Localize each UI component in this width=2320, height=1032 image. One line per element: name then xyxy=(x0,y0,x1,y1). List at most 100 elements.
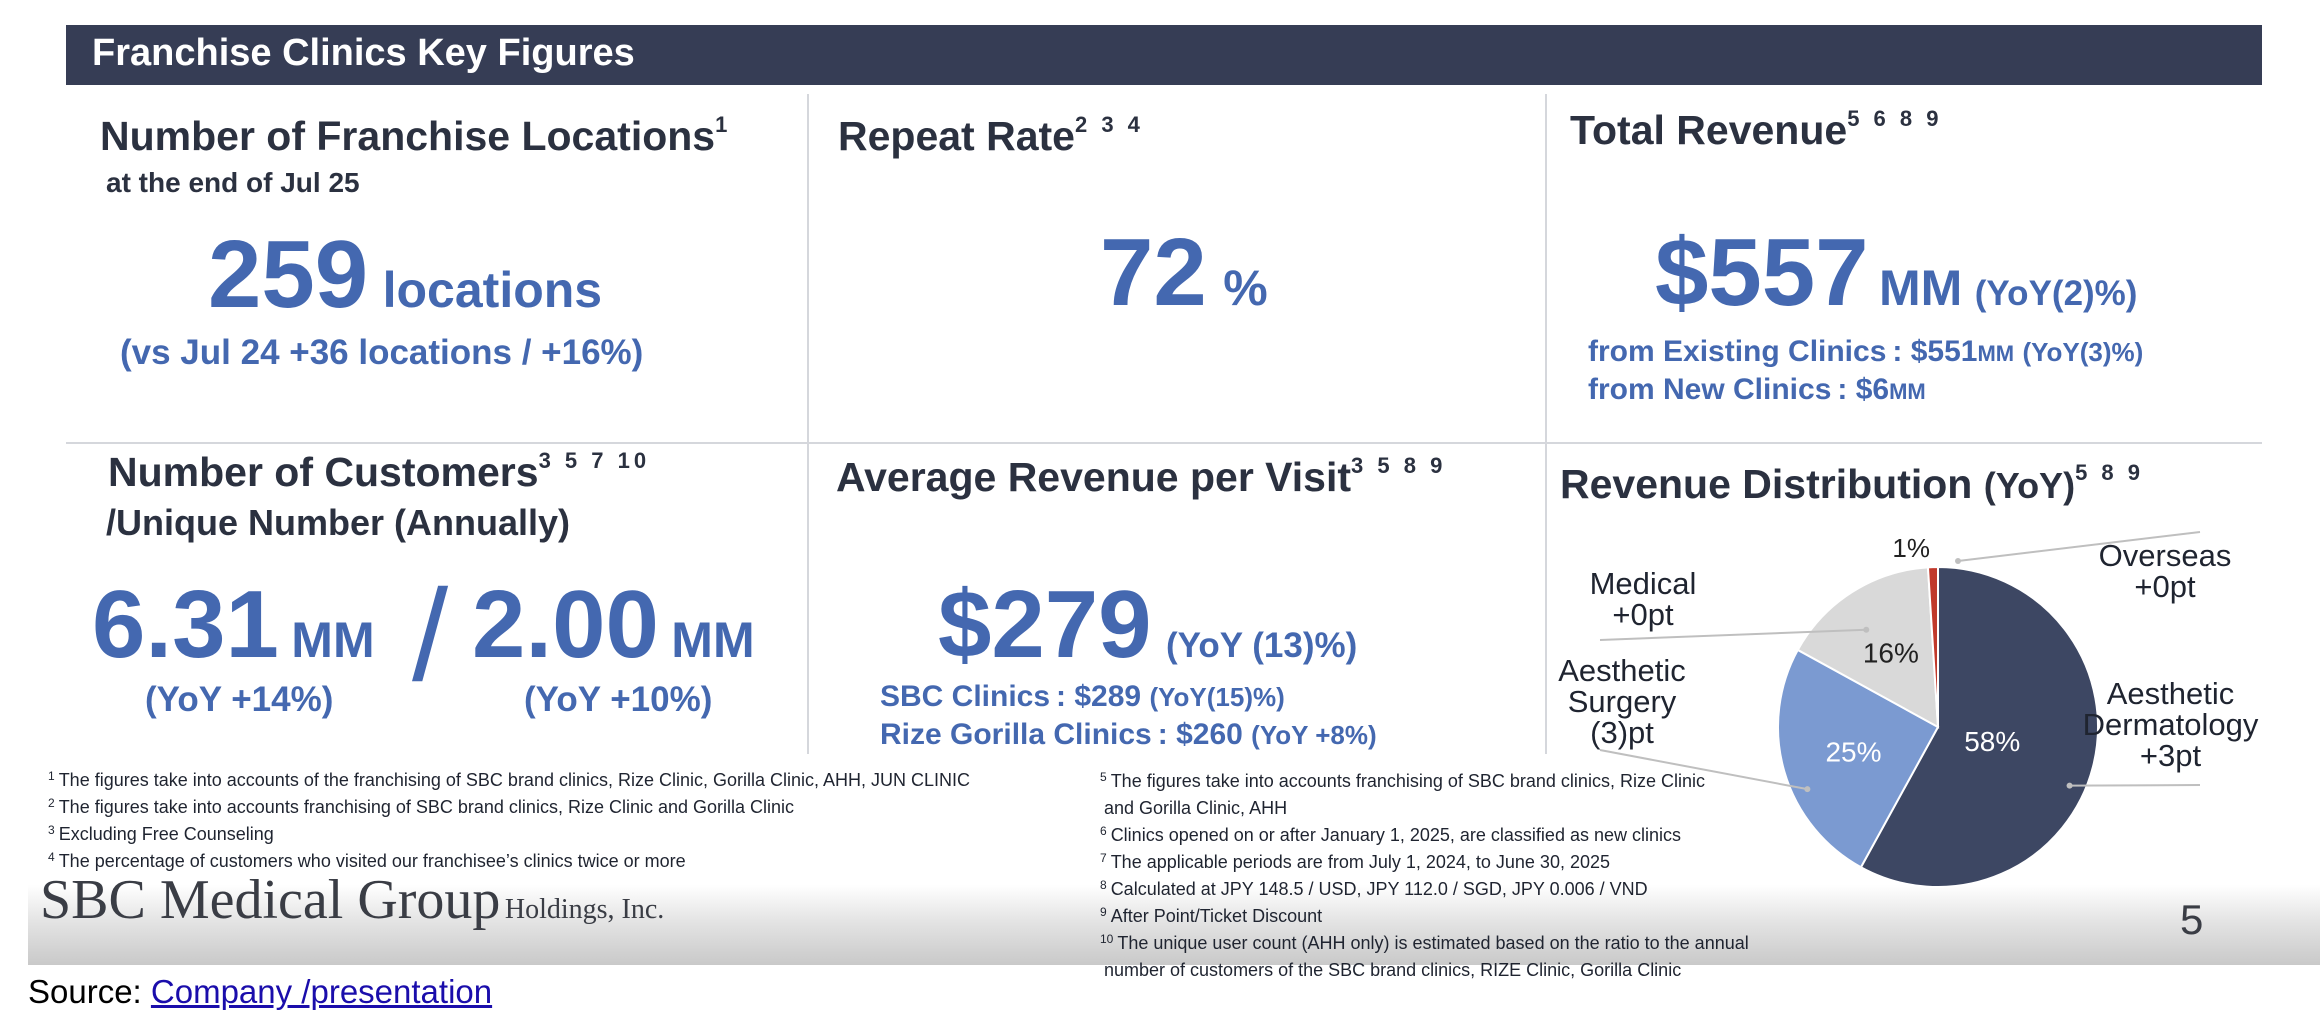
footnote-item: 3 Excluding Free Counseling xyxy=(48,819,970,846)
divider-horizontal xyxy=(66,442,2262,444)
footnote-number: 2 xyxy=(48,796,55,810)
total-revenue-unit: MM xyxy=(1879,260,1963,316)
revenue-distribution-title: Revenue Distribution (YoY)5 8 9 xyxy=(1560,460,2144,508)
footer-band xyxy=(28,885,2320,965)
avg-revenue-value: $279 xyxy=(938,571,1152,678)
page-number: 5 xyxy=(2180,896,2204,943)
locations-subtitle: at the end of Jul 25 xyxy=(106,167,360,198)
existing-clinics-unit: MM xyxy=(1977,341,2015,366)
divider-vertical-1 xyxy=(807,94,809,754)
footnote-number: 1 xyxy=(48,769,55,783)
footnote-number: 4 xyxy=(48,850,55,864)
leader-surgery-dot xyxy=(1804,786,1811,793)
pie-label-medical-name: Medical xyxy=(1589,566,1697,601)
pie-slice-medical xyxy=(1796,566,1940,729)
locations-title-text: Number of Franchise Locations xyxy=(100,113,716,159)
pie-slice-aesthetic-surgery xyxy=(1777,648,1940,869)
avg-revenue-title: Average Revenue per Visit3 5 8 9 xyxy=(836,453,1446,501)
avg-revenue-yoy: (YoY (13)%) xyxy=(1166,626,1358,665)
customers-subtitle: /Unique Number (Annually) xyxy=(106,502,571,543)
locations-value: 259 xyxy=(208,221,369,328)
pie-percent-overseas: 1% xyxy=(1892,533,1930,563)
revenue-distribution-title-text: Revenue Distribution xyxy=(1560,461,1973,507)
sbc-clinics-line: SBC Clinics : $289 (YoY(15)%) xyxy=(880,680,1285,714)
footnote-item: 1 The figures take into accounts of the f… xyxy=(48,765,970,792)
repeat-rate-title-footnote: 2 3 4 xyxy=(1074,112,1144,137)
footnote-item: 5 The figures take into accounts franchis… xyxy=(1100,766,1749,793)
pie-percent-aesthetic-surgery: 25% xyxy=(1825,737,1881,768)
pie-label-surgery-name-2: Surgery xyxy=(1567,684,1677,719)
existing-clinics-line: from Existing Clinics : $551MM (YoY(3)%) xyxy=(1588,335,2143,369)
rize-gorilla-line: Rize Gorilla Clinics : $260 (YoY +8%) xyxy=(880,718,1377,752)
footnote-item: number of customers of the SBC brand cli… xyxy=(1100,955,1749,982)
footnote-number: 9 xyxy=(1100,905,1107,919)
customers-separator: / xyxy=(412,562,449,708)
pie-label-derm-name-1: Aesthetic xyxy=(2106,676,2235,711)
revenue-pie-chart: 58% 25% 16% 1% xyxy=(1599,531,2201,888)
sbc-clinics-yoy: (YoY(15)%) xyxy=(1149,682,1285,712)
footnote-number: 10 xyxy=(1100,932,1114,946)
footnote-text: The percentage of customers who visited … xyxy=(58,851,686,871)
leader-medical xyxy=(1599,628,1867,641)
locations-value-group: 259 locations xyxy=(208,220,602,330)
pie-label-derm-name-2: Dermatology xyxy=(2082,707,2259,742)
pie-label-derm-yoy: +3pt xyxy=(2139,738,2202,773)
footnote-number: 8 xyxy=(1100,878,1107,892)
footnote-item: 8 Calculated at JPY 148.5 / USD, JPY 112.… xyxy=(1100,874,1749,901)
pie-label-dermatology: Aesthetic Dermatology +3pt xyxy=(2078,678,2263,771)
pie-label-surgery-yoy: (3)pt xyxy=(1590,715,1654,750)
pie-label-medical: Medical +0pt xyxy=(1568,568,1718,630)
pie-label-overseas: Overseas +0pt xyxy=(2085,540,2245,602)
customers-title: Number of Customers3 5 7 10 xyxy=(108,448,650,496)
avg-revenue-value-group: $279 (YoY (13)%) xyxy=(938,570,1357,680)
footnote-item: and Gorilla Clinic, AHH xyxy=(1100,793,1749,820)
pie-slice-overseas xyxy=(1926,565,1939,728)
new-clinics-unit: MM xyxy=(1889,379,1926,404)
total-revenue-title: Total Revenue5 6 8 9 xyxy=(1570,106,1942,154)
avg-revenue-title-text: Average Revenue per Visit xyxy=(836,454,1352,500)
footnote-text: The figures take into accounts franchisi… xyxy=(58,797,795,817)
repeat-rate-title-text: Repeat Rate xyxy=(838,113,1075,159)
footnote-text: number of customers of the SBC brand cli… xyxy=(1104,960,1682,980)
locations-title-footnote: 1 xyxy=(715,112,732,137)
leader-overseas xyxy=(1957,531,2201,562)
logo-main-text: SBC Medical Group xyxy=(40,869,501,931)
new-clinics-label: from New Clinics : $6 xyxy=(1588,373,1890,406)
pie-label-overseas-name: Overseas xyxy=(2098,538,2232,573)
pie-label-surgery: Aesthetic Surgery (3)pt xyxy=(1542,655,1702,748)
footnote-text: The figures take into accounts of the fr… xyxy=(58,770,971,790)
footnote-text: Excluding Free Counseling xyxy=(58,824,274,844)
total-revenue-title-footnote: 5 6 8 9 xyxy=(1847,106,1943,131)
repeat-rate-value-group: 72 % xyxy=(1100,218,1268,328)
footnote-item: 9 After Point/Ticket Discount xyxy=(1100,901,1749,928)
pie-label-medical-yoy: +0pt xyxy=(1612,597,1674,632)
total-revenue-value: $557 xyxy=(1655,219,1869,326)
pie-label-surgery-name-1: Aesthetic xyxy=(1558,653,1686,688)
footnote-text: The unique user count (AHH only) is esti… xyxy=(1117,933,1749,953)
divider-vertical-2 xyxy=(1545,94,1547,754)
pie-slices xyxy=(1777,565,2099,888)
total-revenue-value-group: $557 MM (YoY(2)%) xyxy=(1655,218,2137,328)
leader-medical-dot xyxy=(1863,626,1870,633)
customers-title-footnote: 3 5 7 10 xyxy=(538,448,651,473)
footnote-number: 7 xyxy=(1100,851,1107,865)
footnote-item: 10 The unique user count (AHH only) is es… xyxy=(1100,928,1749,955)
leader-surgery xyxy=(1599,749,1808,791)
customers-total-group: 6.31 MM xyxy=(92,570,375,680)
avg-revenue-title-footnote: 3 5 8 9 xyxy=(1351,453,1447,478)
leader-dermatology-dot xyxy=(2066,782,2073,789)
source-line: Source: Company /presentation xyxy=(28,973,492,1011)
logo-sub-text: Holdings, Inc. xyxy=(504,894,665,925)
footnote-number: 3 xyxy=(48,823,55,837)
revenue-distribution-title-suffix: (YoY) xyxy=(1983,465,2076,506)
pie-percent-aesthetic-dermatology: 58% xyxy=(1964,726,2020,757)
footnote-text: Clinics opened on or after January 1, 20… xyxy=(1110,825,1681,845)
source-link[interactable]: Company /presentation xyxy=(150,973,493,1010)
pie-slice-aesthetic-dermatology xyxy=(1859,565,2099,888)
locations-comparison: (vs Jul 24 +36 locations / +16%) xyxy=(120,333,644,372)
source-prefix: Source: xyxy=(28,973,151,1010)
existing-clinics-yoy: (YoY(3)%) xyxy=(2022,337,2144,367)
customers-unique-unit: MM xyxy=(671,612,755,668)
total-revenue-yoy: (YoY(2)%) xyxy=(1974,274,2138,313)
page-title: Franchise Clinics Key Figures xyxy=(92,32,635,74)
